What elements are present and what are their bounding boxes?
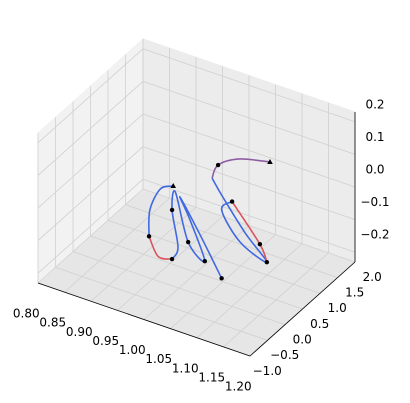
point-marker <box>257 241 263 247</box>
grid-line <box>37 48 144 144</box>
grid-line <box>142 81 356 155</box>
y-tick-label: −0.5 <box>270 348 299 362</box>
point-marker <box>185 239 191 245</box>
x-tick-label: 1.20 <box>225 380 252 394</box>
grid-line <box>55 266 268 341</box>
grid-line <box>72 251 286 326</box>
grid-line <box>90 235 303 310</box>
grid-line <box>37 146 144 241</box>
trajectory <box>171 190 223 279</box>
point-marker <box>215 162 221 168</box>
x-tick-label: 1.05 <box>145 352 172 366</box>
x-axis-line <box>37 282 251 357</box>
z-tick-label: −0.1 <box>360 195 389 209</box>
grid-line <box>142 178 356 253</box>
x-tick-label: 0.90 <box>66 325 93 339</box>
point-marker <box>169 256 175 262</box>
grid-line <box>107 219 321 294</box>
x-tick-label: 1.00 <box>119 343 146 357</box>
point-marker <box>264 259 270 265</box>
trajectory <box>211 158 271 179</box>
grid-line <box>125 204 338 279</box>
y-tick-label: 1.5 <box>345 285 364 299</box>
point-marker <box>229 199 235 204</box>
y-axis-line <box>249 261 356 357</box>
y-tick-label: −1.0 <box>253 364 282 378</box>
y-tick-label: 2.0 <box>363 270 382 284</box>
x-tick-label: 1.10 <box>172 361 199 375</box>
y-tick-label: 0.5 <box>310 317 329 331</box>
z-tick-label: 0.0 <box>365 163 384 177</box>
grid-line <box>37 178 144 274</box>
grid-line <box>142 113 356 188</box>
y-tick-label: 1.0 <box>328 301 347 315</box>
x-tick-label: 0.85 <box>39 316 66 330</box>
z-tick-label: 0.2 <box>365 97 384 111</box>
point-marker <box>219 276 224 281</box>
grid-line <box>37 81 144 176</box>
y-tick-label: 0.0 <box>293 332 312 346</box>
x-tick-label: 0.95 <box>92 334 119 348</box>
grid-line <box>37 113 144 209</box>
point-marker <box>202 259 208 264</box>
x-tick-label: 0.80 <box>13 307 40 321</box>
grid-line <box>142 146 356 220</box>
trajectory <box>147 185 174 237</box>
x-tick-label: 1.15 <box>198 370 225 384</box>
point-marker <box>169 207 175 213</box>
start-marker <box>170 183 177 189</box>
trajectory <box>148 236 173 260</box>
point-marker <box>146 234 152 239</box>
start-marker <box>267 159 273 165</box>
z-tick-label: −0.2 <box>360 228 389 242</box>
z-tick-label: 0.1 <box>365 130 384 144</box>
grid-line <box>142 48 356 123</box>
